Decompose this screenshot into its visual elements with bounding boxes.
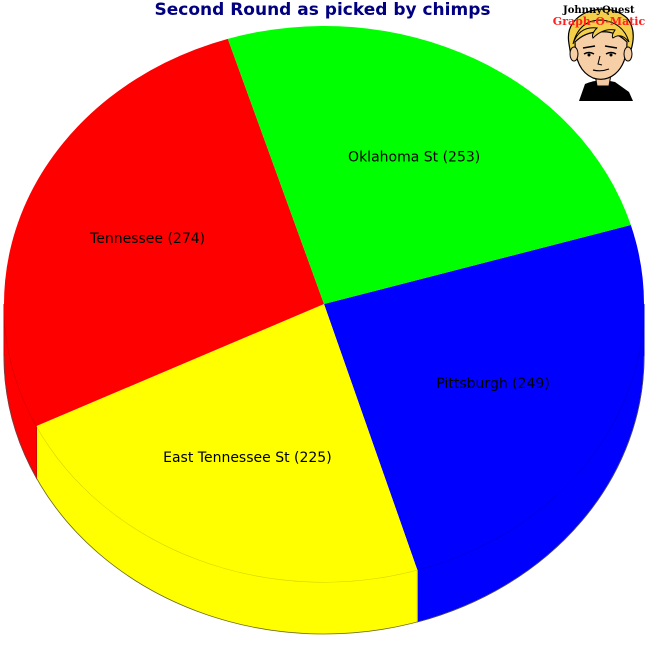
slice-label-tennessee: Tennessee (274) bbox=[89, 231, 205, 247]
pie-labels: Pittsburgh (249) East Tennessee St (225) T… bbox=[89, 150, 550, 466]
slice-label-east-tennessee-st: East Tennessee St (225) bbox=[163, 450, 332, 466]
slice-label-pittsburgh: Pittsburgh (249) bbox=[436, 376, 549, 392]
graph-o-matic-logo: JohnnyQuest Graph-O-Matic bbox=[549, 0, 650, 101]
pie-sides bbox=[3, 303, 645, 635]
logo-line2: Graph-O-Matic bbox=[552, 15, 646, 28]
pie-slice-tennessee bbox=[4, 38, 325, 427]
pie-slice-east-tennessee-st bbox=[36, 304, 418, 583]
logo-line1: JohnnyQuest bbox=[563, 5, 635, 16]
slice-label-oklahoma-st: Oklahoma St (253) bbox=[348, 150, 480, 166]
pie-slice-oklahoma-st bbox=[227, 25, 631, 304]
pie-tops bbox=[4, 25, 644, 583]
cartoon-boy-icon bbox=[567, 8, 634, 101]
chart-title: Second Round as picked by chimps bbox=[154, 0, 491, 20]
pie-bottom-rim bbox=[3, 355, 645, 635]
pie-slice-pittsburgh bbox=[324, 225, 644, 570]
